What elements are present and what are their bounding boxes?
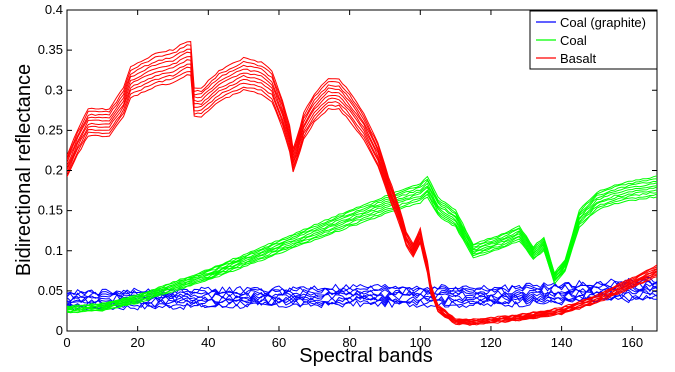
legend-label: Coal (graphite) [560, 15, 646, 30]
y-tick-label: 0.25 [38, 122, 63, 137]
x-tick-label: 80 [342, 335, 356, 350]
y-axis-title: Bidirectional reflectance [13, 64, 35, 276]
x-tick-label: 0 [63, 335, 70, 350]
x-tick-label: 40 [201, 335, 215, 350]
y-tick-label: 0.05 [38, 283, 63, 298]
x-tick-label: 120 [480, 335, 502, 350]
series-line [67, 66, 657, 325]
series-line [67, 189, 657, 312]
x-tick-label: 160 [621, 335, 643, 350]
x-tick-label: 20 [130, 335, 144, 350]
series-layer [67, 41, 657, 326]
series-line [67, 185, 657, 310]
legend: Coal (graphite) Coal Basalt [529, 10, 658, 70]
y-tick-label: 0.1 [45, 243, 63, 258]
series-line [67, 55, 657, 323]
y-tick-label: 0.35 [38, 42, 63, 57]
series-1 [67, 175, 657, 314]
series-2 [67, 41, 657, 326]
x-tick-label: 140 [551, 335, 573, 350]
series-line [67, 41, 657, 321]
x-tick-label: 100 [409, 335, 431, 350]
x-axis-title: Spectral bands [299, 345, 432, 367]
legend-label: Coal [560, 33, 587, 48]
series-line [67, 178, 657, 308]
series-line [67, 294, 657, 310]
y-tick-label: 0.3 [45, 82, 63, 97]
y-tick-label: 0.2 [45, 163, 63, 178]
y-tick-label: 0.15 [38, 203, 63, 218]
y-tick-label: 0 [56, 323, 63, 338]
x-tick-label: 60 [272, 335, 286, 350]
tick-layer: 0 20 40 60 80 100 120 140 160 0 0.05 0.1 0.15 0.2 0.25… [38, 2, 657, 350]
series-line [67, 175, 657, 308]
series-line [67, 196, 657, 314]
y-tick-label: 0.4 [45, 2, 63, 17]
legend-label: Basalt [560, 51, 597, 66]
series-line [67, 44, 657, 322]
